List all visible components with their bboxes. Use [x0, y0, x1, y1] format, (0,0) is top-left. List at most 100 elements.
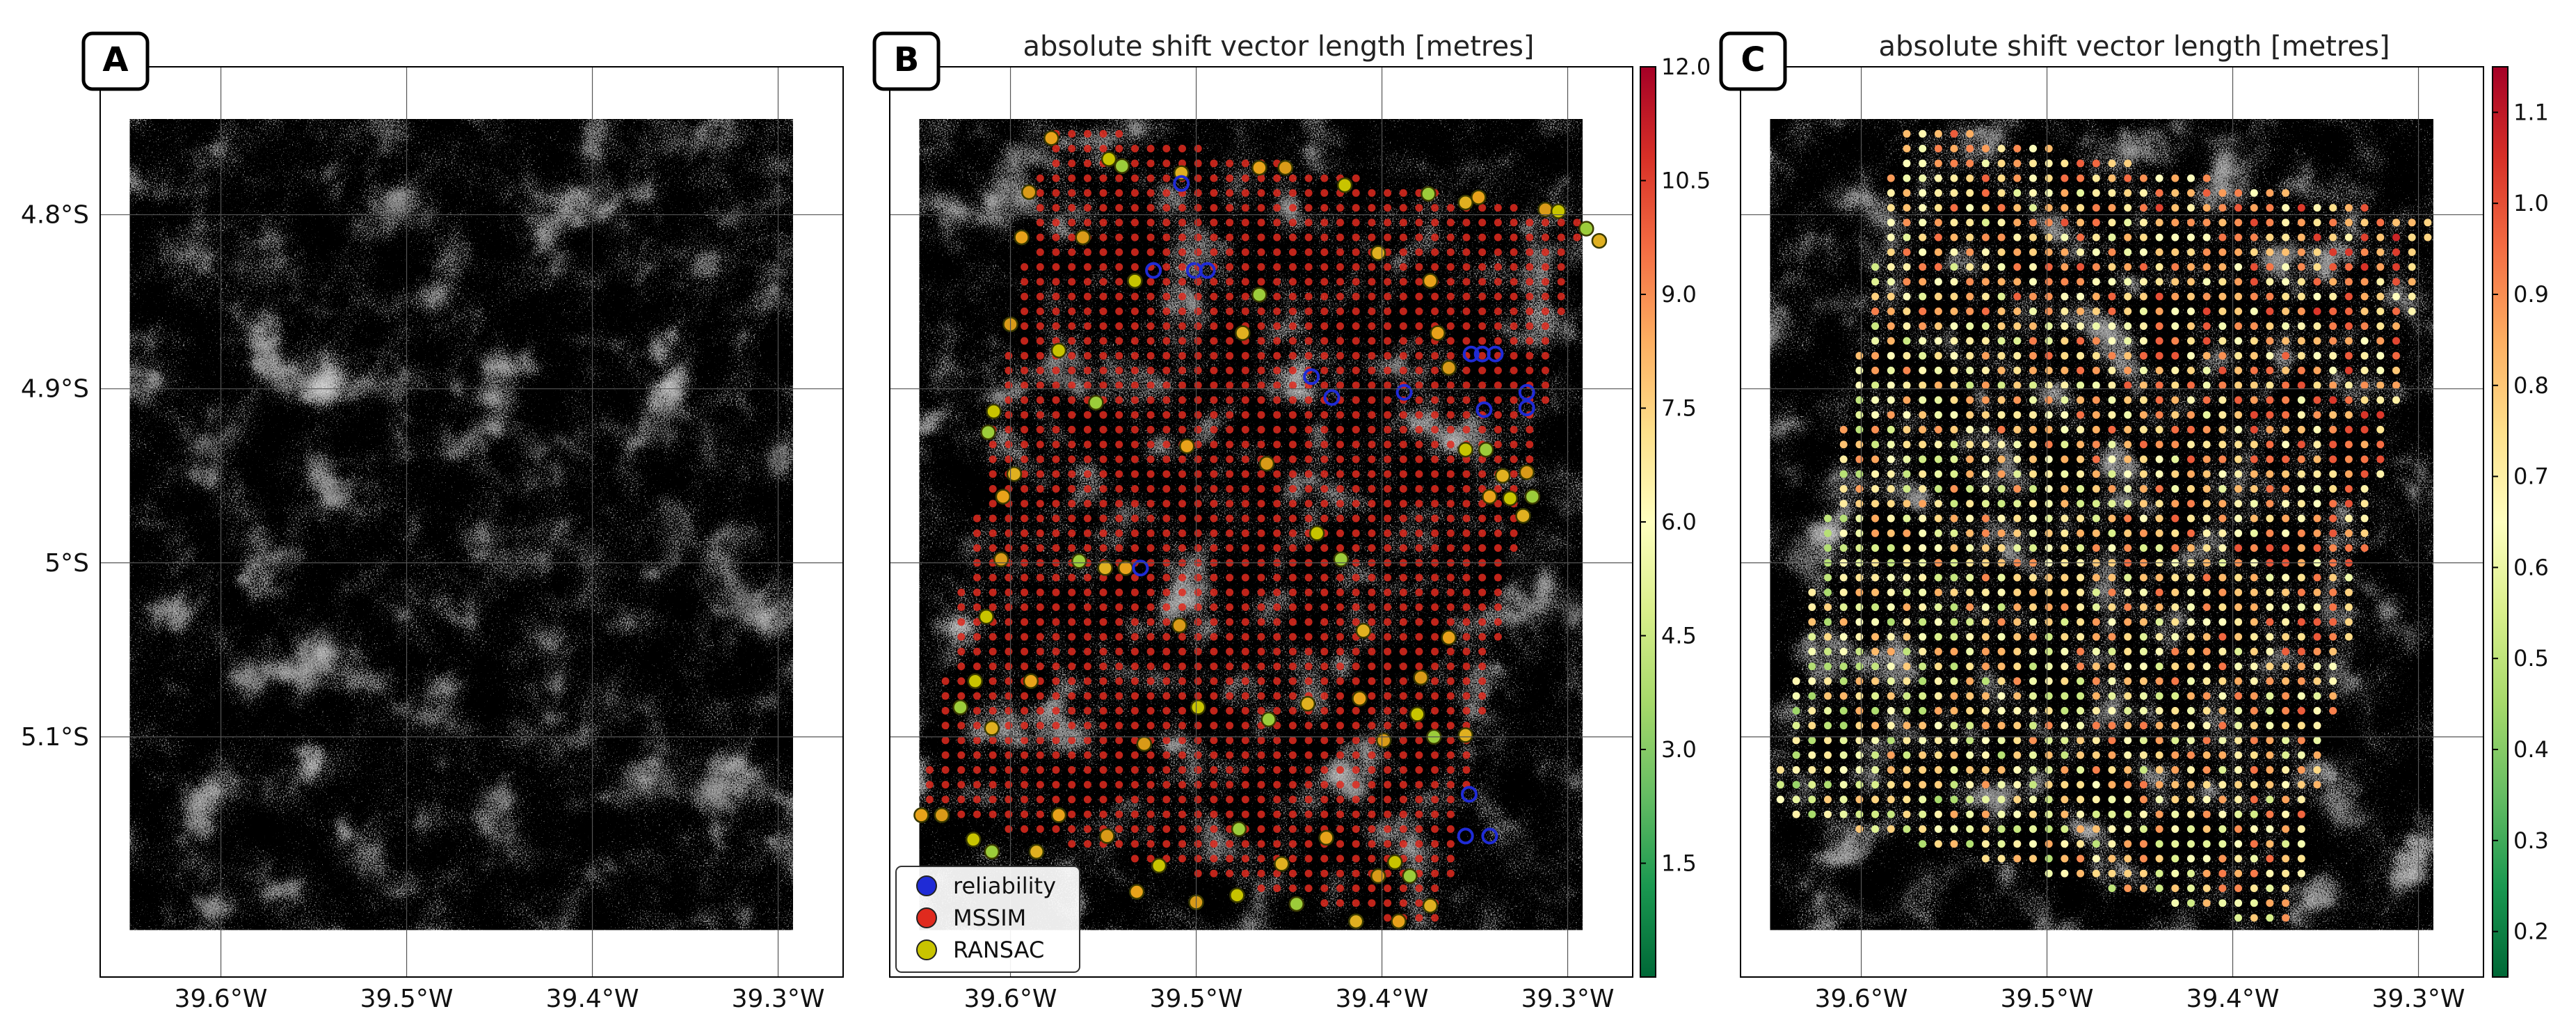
shift-vector-point [2061, 411, 2069, 419]
shift-vector-point [2139, 840, 2147, 848]
shift-vector-point [2250, 189, 2258, 197]
shift-vector-point [2029, 159, 2037, 168]
shift-vector-point [2092, 278, 2100, 286]
mssim-point [1130, 174, 1139, 182]
shift-vector-point [1934, 677, 1942, 685]
shift-vector-point [2376, 263, 2385, 271]
mssim-point [1226, 174, 1234, 182]
mssim-point [1415, 647, 1423, 656]
shift-vector-point [2171, 825, 2179, 833]
mssim-point [1178, 840, 1186, 848]
mssim-point [1273, 470, 1281, 478]
mssim-point [1399, 529, 1407, 537]
shift-vector-point [1871, 470, 1880, 478]
shift-vector-point [2124, 706, 2132, 715]
mssim-point [1036, 618, 1044, 626]
shift-vector-point [2045, 692, 2053, 700]
shift-vector-point [2045, 647, 2053, 656]
shift-vector-point [2029, 381, 2037, 390]
shift-vector-point [2077, 351, 2085, 360]
shift-vector-point [2266, 722, 2274, 730]
mssim-point [1257, 603, 1265, 611]
mssim-point [1036, 204, 1044, 212]
y-tick-label: 4.9°S [21, 375, 89, 404]
shift-vector-point [1792, 781, 1800, 789]
shift-vector-point [2250, 899, 2258, 907]
mssim-point [1178, 736, 1186, 745]
shift-vector-point [2092, 366, 2100, 374]
shift-vector-point [2329, 662, 2337, 671]
mssim-point [1226, 618, 1234, 626]
ransac-point [1421, 186, 1437, 202]
mssim-point [1320, 662, 1329, 671]
shift-vector-point [1824, 751, 1832, 759]
shift-vector-point [1855, 751, 1864, 759]
mssim-point [1273, 677, 1281, 685]
shift-vector-point [1997, 514, 2006, 523]
shift-vector-point [2139, 647, 2147, 656]
mssim-point [1146, 722, 1155, 730]
shift-vector-point [2013, 470, 2022, 478]
panel-label-box-c: C [1719, 31, 1787, 91]
shift-vector-point [1981, 219, 1990, 227]
shift-vector-point [2218, 810, 2227, 818]
mssim-point [1384, 706, 1392, 715]
shift-vector-point [1824, 573, 1832, 582]
mssim-point [1036, 647, 1044, 656]
shift-vector-point [2234, 899, 2243, 907]
ransac-point [1578, 221, 1594, 237]
shift-vector-point [2202, 485, 2211, 493]
mssim-point [1021, 588, 1029, 596]
mssim-point [1494, 529, 1502, 537]
mssim-point [1115, 440, 1123, 449]
shift-vector-point [2108, 677, 2116, 685]
shift-vector-point [2297, 736, 2305, 745]
mssim-point [1542, 337, 1549, 345]
shift-vector-point [2155, 455, 2163, 463]
shift-vector-point [2045, 278, 2053, 286]
mssim-point [1368, 736, 1376, 745]
shift-vector-point [1919, 159, 1927, 168]
shift-vector-point [1919, 544, 1927, 552]
shift-vector-point [1950, 455, 1958, 463]
mssim-point [1288, 381, 1297, 390]
shift-vector-point [1824, 514, 1832, 523]
mssim-point [989, 588, 997, 596]
mssim-point [1399, 485, 1407, 493]
shift-vector-point [1824, 633, 1832, 641]
mssim-point [1162, 470, 1171, 478]
mssim-point [1431, 307, 1439, 315]
mssim-point [1462, 544, 1471, 552]
mssim-point [1099, 351, 1107, 360]
shift-vector-point [2234, 337, 2243, 345]
mssim-point [1194, 278, 1202, 286]
mssim-point [1241, 263, 1249, 271]
mssim-point [1304, 795, 1313, 804]
shift-vector-point [1997, 677, 2006, 685]
mssim-point [1446, 396, 1455, 404]
shift-vector-point [2202, 455, 2211, 463]
mssim-point [1494, 219, 1502, 227]
shift-vector-point [2218, 278, 2227, 286]
ransac-point [1422, 273, 1439, 289]
mssim-point [1352, 174, 1360, 182]
shift-vector-point [1919, 204, 1927, 212]
shift-vector-point [1776, 765, 1784, 774]
mssim-point [1320, 219, 1329, 227]
shift-vector-point [2077, 751, 2085, 759]
mssim-point [1178, 795, 1186, 804]
shift-vector-point [2108, 573, 2116, 582]
mssim-point [1083, 544, 1091, 552]
mssim-point [1068, 145, 1076, 152]
mssim-point [1068, 573, 1076, 582]
shift-vector-point [2077, 514, 2085, 523]
shift-vector-point [2013, 529, 2022, 537]
mssim-point [1226, 263, 1234, 271]
shift-vector-point [2266, 219, 2274, 227]
shift-vector-point [2013, 263, 2022, 271]
mssim-point [1462, 765, 1471, 774]
shift-vector-point [2013, 736, 2022, 745]
shift-vector-point [2329, 573, 2337, 582]
mssim-point [1446, 204, 1455, 212]
shift-vector-point [2297, 869, 2305, 878]
